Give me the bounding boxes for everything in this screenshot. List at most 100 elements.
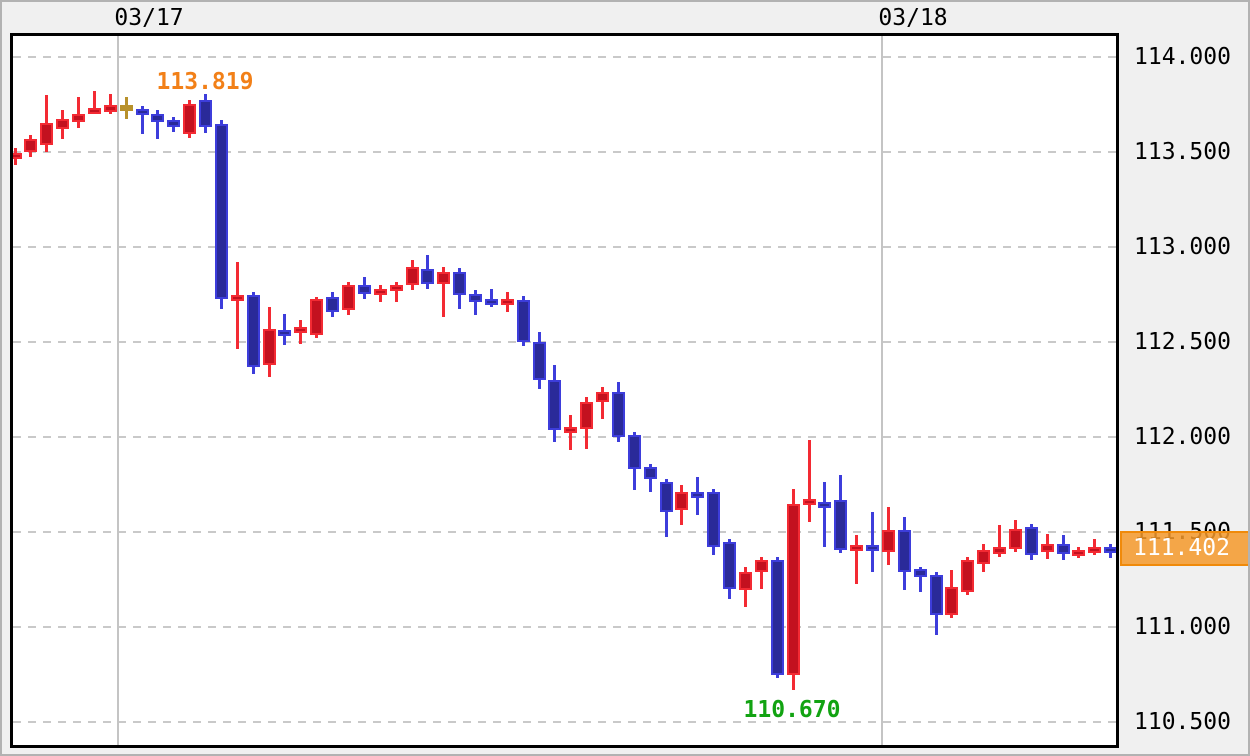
candle-body bbox=[310, 299, 324, 336]
candle-body bbox=[278, 330, 292, 337]
y-axis-tick-label: 112.000 bbox=[1134, 424, 1231, 450]
candle-body bbox=[818, 501, 832, 508]
y-axis-area: 114.000113.500113.000112.500112.000111.5… bbox=[1119, 2, 1248, 754]
candle-body bbox=[294, 326, 308, 333]
last-price-value: 111.402 bbox=[1133, 535, 1230, 561]
candle-body bbox=[961, 559, 975, 592]
candle-body bbox=[691, 491, 705, 498]
candle-body bbox=[1008, 528, 1022, 549]
candle-wick bbox=[77, 97, 81, 129]
grid-line-horizontal bbox=[13, 151, 1116, 153]
candle-body bbox=[103, 105, 117, 113]
candle-body bbox=[643, 467, 657, 480]
candle-wick bbox=[1093, 539, 1097, 555]
y-axis-tick-label: 110.500 bbox=[1134, 709, 1231, 735]
candle-wick bbox=[108, 94, 112, 114]
candle-wick bbox=[871, 512, 875, 573]
y-axis-tick-label: 114.000 bbox=[1134, 44, 1231, 70]
candle-body bbox=[167, 120, 181, 128]
candle-body bbox=[13, 152, 22, 159]
candle-body bbox=[135, 109, 149, 116]
candle-body bbox=[262, 329, 276, 366]
candle-body bbox=[913, 569, 927, 578]
candle-wick bbox=[474, 289, 478, 316]
candle-wick bbox=[140, 106, 144, 134]
candle-wick bbox=[283, 314, 287, 346]
candle-body bbox=[500, 299, 514, 306]
x-axis-date-label: 03/17 bbox=[114, 5, 184, 31]
candle-body bbox=[341, 285, 355, 310]
candle-body bbox=[1024, 527, 1038, 556]
grid-line-horizontal bbox=[13, 531, 1116, 533]
grid-line-horizontal bbox=[13, 246, 1116, 248]
candle-body bbox=[230, 295, 244, 302]
candle-body bbox=[770, 559, 784, 675]
candle-body bbox=[326, 296, 340, 312]
candle-body bbox=[357, 285, 371, 294]
candle-body bbox=[405, 266, 419, 285]
candle-body bbox=[119, 105, 133, 112]
candle-body bbox=[564, 426, 578, 433]
candle-body bbox=[596, 391, 610, 402]
candle-wick bbox=[442, 266, 446, 317]
x-axis-date-label: 03/18 bbox=[878, 5, 948, 31]
candle-body bbox=[659, 482, 673, 513]
candle-body bbox=[723, 542, 737, 590]
candle-body bbox=[421, 269, 435, 285]
candle-body bbox=[151, 114, 165, 122]
candle-body bbox=[866, 544, 880, 551]
candle-wick bbox=[823, 482, 827, 547]
candle-body bbox=[516, 300, 530, 342]
candle-body bbox=[897, 529, 911, 572]
candle-body bbox=[532, 342, 546, 380]
candle-body bbox=[707, 491, 721, 547]
grid-line-horizontal bbox=[13, 56, 1116, 58]
candle-body bbox=[929, 574, 943, 615]
candle-body bbox=[548, 380, 562, 430]
candle-body bbox=[1072, 550, 1086, 557]
candle-body bbox=[1088, 547, 1102, 553]
candle-body bbox=[214, 124, 228, 300]
candle-wick bbox=[998, 524, 1002, 558]
y-axis-tick-label: 113.000 bbox=[1134, 234, 1231, 260]
candle-wick bbox=[759, 557, 763, 589]
y-axis-tick-label: 111.000 bbox=[1134, 614, 1231, 640]
candle-body bbox=[87, 107, 101, 114]
candle-body bbox=[802, 498, 816, 505]
candle-body bbox=[469, 293, 483, 302]
candle-body bbox=[945, 586, 959, 615]
candle-body bbox=[453, 272, 467, 296]
candle-body bbox=[246, 295, 260, 368]
grid-line-day-separator bbox=[117, 36, 120, 745]
candle-wick bbox=[601, 387, 605, 419]
candle-body bbox=[611, 391, 625, 437]
candle-body bbox=[738, 572, 752, 591]
last-price-tag: 111.402 bbox=[1120, 531, 1248, 566]
candle-body bbox=[72, 114, 86, 122]
y-axis-tick-label: 112.500 bbox=[1134, 329, 1231, 355]
candle-body bbox=[373, 288, 387, 295]
plot-area[interactable]: 113.819 110.670 bbox=[10, 33, 1119, 748]
grid-line-horizontal bbox=[13, 721, 1116, 723]
candle-wick bbox=[807, 440, 811, 522]
candle-body bbox=[850, 544, 864, 551]
candle-body bbox=[56, 118, 70, 129]
candle-body bbox=[1056, 543, 1070, 554]
candle-body bbox=[183, 103, 197, 134]
candle-body bbox=[627, 434, 641, 469]
candle-body bbox=[389, 285, 403, 291]
candle-body bbox=[24, 139, 38, 153]
y-axis-tick-label: 113.500 bbox=[1134, 139, 1231, 165]
candle-body bbox=[199, 99, 213, 127]
candle-body bbox=[1104, 547, 1116, 553]
candle-wick bbox=[918, 566, 922, 593]
candle-body bbox=[675, 491, 689, 510]
candle-wick bbox=[156, 110, 160, 140]
candle-body bbox=[993, 547, 1007, 554]
grid-line-horizontal bbox=[13, 626, 1116, 628]
low-price-label: 110.670 bbox=[743, 697, 841, 723]
candle-body bbox=[484, 299, 498, 306]
candle-body bbox=[580, 402, 594, 430]
candle-wick bbox=[235, 262, 239, 350]
